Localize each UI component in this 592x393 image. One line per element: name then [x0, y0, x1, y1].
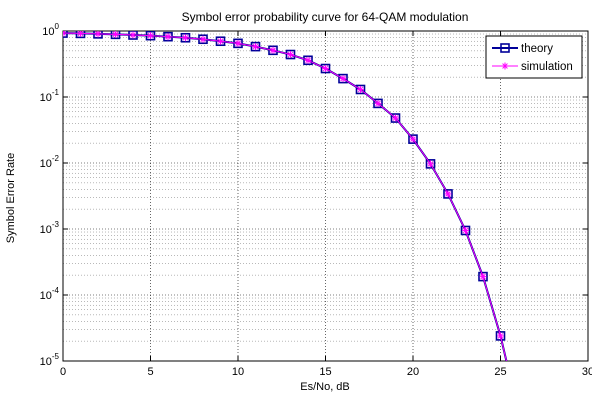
- legend: theory simulation: [485, 35, 583, 79]
- simulation-point: [63, 31, 67, 37]
- y-tick-label: 10-3: [40, 220, 60, 236]
- simulation-point: [234, 39, 242, 47]
- theory-point: [355, 84, 366, 95]
- simulation-point: [339, 75, 347, 83]
- theory-point: [320, 63, 331, 74]
- simulation-point: [501, 62, 509, 70]
- simulation-point: [94, 31, 102, 38]
- simulation-point: [357, 85, 364, 93]
- theory-point: [268, 45, 278, 56]
- simulation-point: [392, 114, 399, 122]
- simulation-point: [409, 135, 417, 143]
- y-axis-label: Symbol Error Rate: [5, 153, 17, 243]
- simulation-point: [77, 31, 84, 37]
- x-axis-label: Es/No, dB: [300, 381, 350, 393]
- legend-label-simulation: simulation: [521, 61, 573, 73]
- x-tick-label: 15: [319, 366, 331, 378]
- theory-point: [425, 159, 436, 169]
- theory-point: [478, 271, 488, 282]
- simulation-point: [304, 56, 312, 64]
- simulation-point: [444, 190, 452, 198]
- y-tick-label: 10-5: [40, 352, 60, 368]
- chart-title: Symbol error probability curve for 64-QA…: [182, 10, 469, 24]
- theory-point: [338, 73, 348, 84]
- y-tick-label: 100: [42, 22, 59, 38]
- simulation-point: [112, 31, 119, 38]
- series-group: [63, 31, 508, 361]
- x-tick-label: 5: [147, 366, 153, 378]
- simulation-point: [164, 33, 172, 41]
- simulation-point: [374, 99, 382, 107]
- x-tick-label: 30: [582, 366, 592, 378]
- simulation-point: [182, 34, 189, 42]
- simulation-point: [217, 37, 224, 45]
- theory-point: [500, 43, 510, 53]
- x-tick-label: 25: [494, 366, 506, 378]
- y-tick-label: 10-4: [40, 286, 60, 302]
- x-tick-label: 10: [232, 366, 244, 378]
- plot-area: 0 5 10 15 20 25 30 100 10-1 10-2 10-3 10-4 10-5 theor…: [40, 22, 592, 378]
- simulation-point: [147, 32, 154, 40]
- theory-point: [443, 189, 453, 199]
- legend-box: [485, 35, 583, 79]
- simulation-point: [497, 332, 504, 340]
- x-tick-label: 20: [407, 366, 419, 378]
- theory-point: [390, 113, 401, 123]
- simulation-point: [252, 43, 259, 51]
- simulation-point: [462, 226, 469, 234]
- theory-point: [373, 98, 383, 109]
- simulation-point: [269, 46, 277, 54]
- theory-point: [495, 331, 506, 341]
- x-tick-label: 0: [60, 366, 66, 378]
- theory-point: [250, 41, 261, 52]
- simulation-point: [479, 273, 487, 281]
- legend-label-theory: theory: [521, 43, 553, 55]
- theory-point: [303, 55, 313, 66]
- y-tick-label: 10-2: [40, 154, 60, 170]
- theory-point: [460, 225, 471, 236]
- simulation-point: [199, 35, 207, 43]
- theory-point: [285, 49, 296, 60]
- theory-point: [408, 134, 418, 144]
- y-tick-label: 10-1: [40, 88, 60, 104]
- simulation-point: [129, 31, 137, 39]
- simulation-point: [427, 160, 434, 168]
- simulation-point: [322, 65, 329, 73]
- simulation-point: [287, 51, 294, 59]
